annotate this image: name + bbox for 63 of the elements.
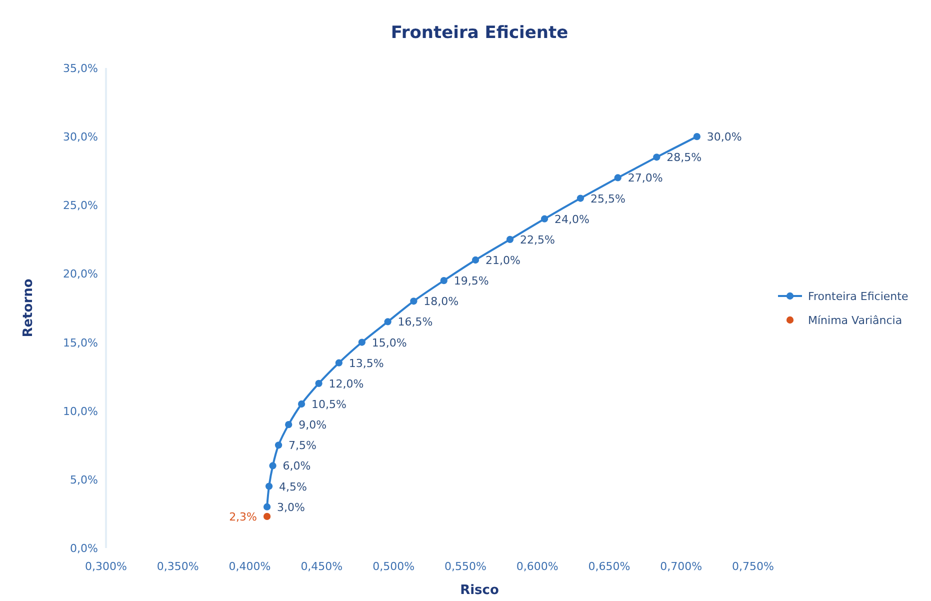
data-label: 21,0% — [486, 254, 520, 267]
data-label: 10,5% — [312, 398, 346, 411]
point — [263, 503, 271, 510]
data-label: 16,5% — [398, 316, 433, 329]
data-label: 27,0% — [628, 172, 663, 185]
point — [472, 256, 480, 264]
point — [440, 277, 448, 284]
x-tick-label: 0,750% — [732, 560, 774, 573]
point — [263, 512, 271, 520]
data-label: 15,0% — [372, 336, 407, 350]
x-tick-label: 0,350% — [156, 560, 199, 573]
legend-label: Mínima Variância — [808, 314, 902, 327]
point — [540, 215, 548, 222]
point — [274, 442, 282, 449]
x-tick-label: 0,500% — [372, 560, 415, 573]
point — [576, 194, 584, 202]
data-label: 18,0% — [424, 295, 459, 308]
data-label: 3,0% — [277, 500, 305, 514]
point — [335, 359, 342, 366]
x-tick-label: 0,550% — [444, 560, 486, 573]
data-label: 12,0% — [328, 377, 364, 390]
point — [506, 236, 514, 243]
data-label: 22,5% — [520, 233, 555, 246]
point — [285, 421, 292, 428]
y-tick-label: 5,0% — [70, 473, 98, 486]
point — [265, 482, 273, 490]
point — [269, 462, 276, 470]
x-tick-label: 0,600% — [516, 560, 558, 573]
y-tick-label: 30,0% — [63, 130, 98, 144]
data-label: 6,0% — [282, 460, 311, 473]
x-tick-label: 0,450% — [300, 560, 343, 573]
point — [410, 298, 418, 305]
point — [358, 338, 366, 346]
point — [298, 400, 306, 408]
x-tick-label: 0,400% — [228, 560, 271, 573]
data-label: 4,5% — [279, 480, 307, 494]
point — [693, 133, 700, 140]
y-tick-label: 10,0% — [63, 404, 98, 418]
y-tick-label: 0,0% — [70, 542, 98, 555]
data-label: 19,5% — [454, 274, 489, 288]
data-label: 24,0% — [554, 212, 590, 226]
point — [614, 174, 622, 182]
point — [653, 154, 660, 161]
data-label: 25,5% — [590, 192, 626, 206]
y-tick-label: 35,0% — [63, 62, 98, 75]
point — [315, 380, 322, 387]
y-tick-label: 25,0% — [63, 199, 98, 212]
point — [384, 318, 392, 326]
y-axis-title: Retorno — [21, 278, 36, 338]
x-axis-title: Risco — [460, 583, 499, 598]
y-tick-label: 20,0% — [63, 268, 98, 281]
x-tick-label: 0,300% — [85, 560, 127, 573]
data-label: 28,5% — [666, 151, 702, 164]
data-label: 7,5% — [288, 439, 316, 452]
data-label: 30,0% — [706, 130, 742, 144]
y-tick-label: 15,0% — [63, 336, 98, 350]
data-label: 9,0% — [298, 418, 327, 432]
x-tick-label: 0,650% — [588, 560, 630, 573]
legend-label: Fronteira Eficiente — [808, 290, 908, 303]
data-label: 2,3% — [229, 510, 258, 524]
chart-title: Fronteira Eficiente — [390, 23, 568, 43]
data-label: 13,5% — [348, 356, 384, 370]
x-tick-label: 0,700% — [660, 560, 702, 573]
